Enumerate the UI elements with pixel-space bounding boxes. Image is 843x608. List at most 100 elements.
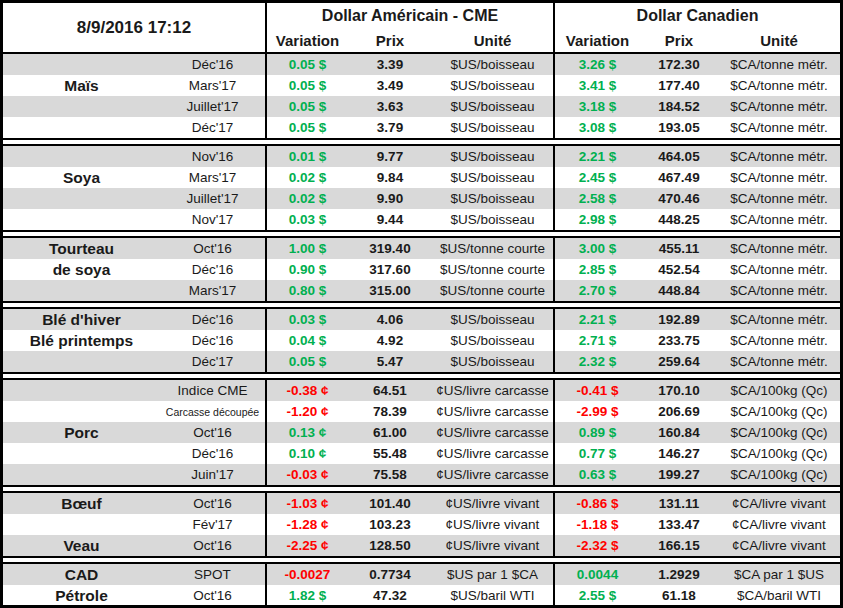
us-unit-cell: ¢US/livre vivant: [432, 493, 553, 514]
us-variation-cell: -1.28 ¢: [265, 514, 348, 535]
table-body: Déc'160.05 $3.39$US/boisseau3.26 $172.30…: [3, 54, 840, 606]
ca-variation-cell: -2.99 $: [553, 401, 640, 422]
us-price-cell: 101.40: [348, 493, 432, 514]
ca-unit-cell: $CA/tonne métr.: [718, 309, 840, 330]
us-unit-cell: $US/boisseau: [432, 167, 553, 188]
contract-cell: Mars'17: [160, 75, 265, 96]
contract-cell: Fév'17: [160, 514, 265, 535]
us-variation-cell: 0.02 $: [265, 188, 348, 209]
contract-cell: Déc'16: [160, 259, 265, 280]
ca-price-cell: 170.10: [640, 380, 718, 401]
ca-variation-cell: 3.08 $: [553, 117, 640, 138]
us-unit-cell: $US/tonne courte: [432, 280, 553, 301]
ca-price-cell: 455.11: [640, 238, 718, 259]
ca-variation-cell: 2.21 $: [553, 146, 640, 167]
section-label-cell: [3, 443, 160, 464]
us-variation-cell: 0.02 $: [265, 167, 348, 188]
ca-price-cell: 259.64: [640, 351, 718, 372]
section-mais: Déc'160.05 $3.39$US/boisseau3.26 $172.30…: [3, 54, 840, 138]
ca-variation-cell: 0.77 $: [553, 443, 640, 464]
contract-cell: Juin'17: [160, 464, 265, 485]
section-label-cell: [3, 259, 160, 280]
us-variation-cell: 1.82 $: [265, 585, 348, 606]
ca-unit-cell: ¢CA/livre vivant: [718, 493, 840, 514]
us-variation-cell: 0.05 $: [265, 117, 348, 138]
us-unit-cell: $US/tonne courte: [432, 259, 553, 280]
column-header-variation-ca: Variation: [553, 28, 640, 52]
ca-variation-cell: -1.18 $: [553, 514, 640, 535]
us-unit-cell: $US/boisseau: [432, 188, 553, 209]
price-board: 8/9/2016 17:12 Dollar Américain - CME Do…: [0, 0, 843, 608]
us-variation-cell: -0.0027: [265, 564, 348, 585]
ca-variation-cell: 2.70 $: [553, 280, 640, 301]
ca-unit-cell: $CA/tonne métr.: [718, 188, 840, 209]
us-variation-cell: 0.03 $: [265, 209, 348, 230]
ca-unit-cell: $CA/tonne métr.: [718, 330, 840, 351]
column-header-prix-us: Prix: [348, 28, 432, 52]
us-unit-cell: $US/boisseau: [432, 330, 553, 351]
us-variation-cell: 0.01 $: [265, 146, 348, 167]
table-row: Déc'170.05 $3.79$US/boisseau3.08 $193.05…: [3, 117, 840, 138]
us-price-cell: 317.60: [348, 259, 432, 280]
ca-unit-cell: $CA/tonne métr.: [718, 167, 840, 188]
table-row: Juin'17-0.03 ¢75.58¢US/livre carcasse0.6…: [3, 464, 840, 485]
table-row: Déc'160.04 $4.92$US/boisseau2.71 $233.75…: [3, 330, 840, 351]
ca-unit-cell: ¢CA/livre vivant: [718, 535, 840, 556]
section-gap: [3, 230, 840, 238]
ca-price-cell: 61.18: [640, 585, 718, 606]
table-row: Indice CME-0.38 ¢64.51¢US/livre carcasse…: [3, 380, 840, 401]
ca-price-cell: 192.89: [640, 309, 718, 330]
ca-variation-cell: -2.32 $: [553, 535, 640, 556]
us-variation-cell: 0.04 $: [265, 330, 348, 351]
column-header-unite-us: Unité: [432, 28, 553, 52]
section-porc: Indice CME-0.38 ¢64.51¢US/livre carcasse…: [3, 380, 840, 485]
us-price-cell: 9.90: [348, 188, 432, 209]
us-variation-cell: 0.10 ¢: [265, 443, 348, 464]
us-price-cell: 55.48: [348, 443, 432, 464]
us-unit-cell: $US/boisseau: [432, 75, 553, 96]
ca-variation-cell: -0.86 $: [553, 493, 640, 514]
us-unit-cell: $US/tonne courte: [432, 238, 553, 259]
ca-unit-cell: $CA/tonne métr.: [718, 280, 840, 301]
ca-unit-cell: $CA par 1 $US: [718, 564, 840, 585]
ca-price-cell: 193.05: [640, 117, 718, 138]
us-variation-cell: 1.00 $: [265, 238, 348, 259]
us-price-cell: 4.06: [348, 309, 432, 330]
column-header-unite-ca: Unité: [718, 28, 840, 52]
table-row: Mars'170.02 $9.84$US/boisseau2.45 $467.4…: [3, 167, 840, 188]
section-ble: Déc'160.03 $4.06$US/boisseau2.21 $192.89…: [3, 309, 840, 372]
contract-cell: Déc'17: [160, 351, 265, 372]
section-boeuf-veau: Oct'16-1.03 ¢101.40¢US/livre vivant-0.86…: [3, 493, 840, 556]
contract-cell: Juillet'17: [160, 188, 265, 209]
us-variation-cell: 0.13 ¢: [265, 422, 348, 443]
section-gap: [3, 556, 840, 564]
us-unit-cell: $US/boisseau: [432, 146, 553, 167]
table-row: Carcasse découpée-1.20 ¢78.39¢US/livre c…: [3, 401, 840, 422]
ca-variation-cell: 2.71 $: [553, 330, 640, 351]
table-row: Oct'160.13 ¢61.00¢US/livre carcasse0.89 …: [3, 422, 840, 443]
ca-unit-cell: $CA/100kg (Qc): [718, 464, 840, 485]
us-unit-cell: $US/boisseau: [432, 309, 553, 330]
section-label-cell: [3, 188, 160, 209]
table-row: Déc'160.05 $3.39$US/boisseau3.26 $172.30…: [3, 54, 840, 75]
section-label-cell: [3, 146, 160, 167]
us-variation-cell: -0.03 ¢: [265, 464, 348, 485]
ca-unit-cell: $CA/tonne métr.: [718, 351, 840, 372]
contract-cell: Déc'16: [160, 443, 265, 464]
contract-cell: Mars'17: [160, 280, 265, 301]
table-row: Mars'170.80 $315.00$US/tonne courte2.70 …: [3, 280, 840, 301]
section-label-cell: [3, 535, 160, 556]
ca-price-cell: 233.75: [640, 330, 718, 351]
timestamp: 8/9/2016 17:12: [3, 3, 265, 52]
contract-cell: Déc'16: [160, 330, 265, 351]
section-soya: Nov'160.01 $9.77$US/boisseau2.21 $464.05…: [3, 146, 840, 230]
us-price-cell: 3.49: [348, 75, 432, 96]
us-unit-cell: ¢US/livre carcasse: [432, 401, 553, 422]
us-variation-cell: -2.25 ¢: [265, 535, 348, 556]
table-row: Oct'161.00 $319.40$US/tonne courte3.00 $…: [3, 238, 840, 259]
us-price-cell: 4.92: [348, 330, 432, 351]
section-tourteau-de-soya: Oct'161.00 $319.40$US/tonne courte3.00 $…: [3, 238, 840, 301]
ca-price-cell: 206.69: [640, 401, 718, 422]
section-label-cell: [3, 514, 160, 535]
section-label-cell: [3, 280, 160, 301]
